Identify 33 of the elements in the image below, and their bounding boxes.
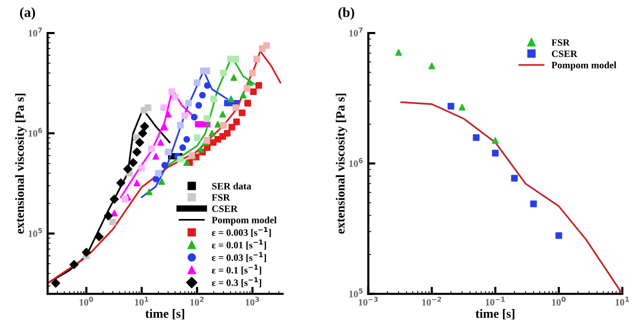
y-tick-label: 10$^{7}$	[28, 28, 42, 36]
legend-label: ε = 0.1 [s$^{−1}$]	[212, 264, 262, 275]
chart-title: (b)	[338, 7, 354, 20]
legend-label: FSR	[212, 194, 230, 201]
legend-label: CSER	[552, 50, 578, 58]
x-tick-label: 10$^{−2}$	[422, 296, 442, 306]
x-tick-label: 10$^{0}$	[80, 296, 94, 306]
y-tick-label: 10$^{7}$	[349, 28, 363, 36]
x-axis-title: time [s]	[476, 309, 514, 320]
x-axis-title: time [s]	[145, 309, 184, 320]
y-axis-title: extensional viscosity [Pa s]	[336, 94, 348, 234]
legend-label: ε = 0.03 [s$^{−1}$]	[212, 252, 266, 262]
x-tick-label: 10$^{−1}$	[486, 296, 505, 306]
legend-label: FSR	[552, 39, 570, 46]
legend-label: Pompom model	[212, 216, 277, 226]
y-tick-label: 10$^{5}$	[349, 288, 363, 298]
x-tick-label: 10$^{2}$	[190, 296, 204, 306]
x-tick-label: 10$^{1}$	[135, 296, 148, 306]
y-tick-label: 10$^{5}$	[28, 228, 42, 237]
y-tick-label: 10$^{6}$	[28, 128, 42, 137]
legend-label: SER data	[212, 182, 252, 190]
legend-label: Pompom model	[552, 62, 616, 70]
legend-label: ε = 0.3 [s$^{−1}$]	[212, 277, 262, 288]
legend-label: ε = 0.003 [s$^{−1}$]	[212, 227, 271, 238]
x-tick-label: 10$^{1}$	[616, 296, 629, 306]
legend-label: CSER	[212, 206, 238, 212]
y-tick-label: 10$^{6}$	[349, 158, 363, 167]
x-tick-label: 10$^{−3}$	[358, 296, 378, 306]
x-tick-label: 10$^{3}$	[246, 296, 260, 306]
y-axis-title: extensional viscosity [Pa s]	[15, 94, 26, 234]
x-tick-label: 10$^{0}$	[552, 296, 566, 306]
legend-label: ε = 0.01 [s$^{−1}$]	[212, 240, 266, 250]
chart-title: (a)	[20, 7, 36, 20]
